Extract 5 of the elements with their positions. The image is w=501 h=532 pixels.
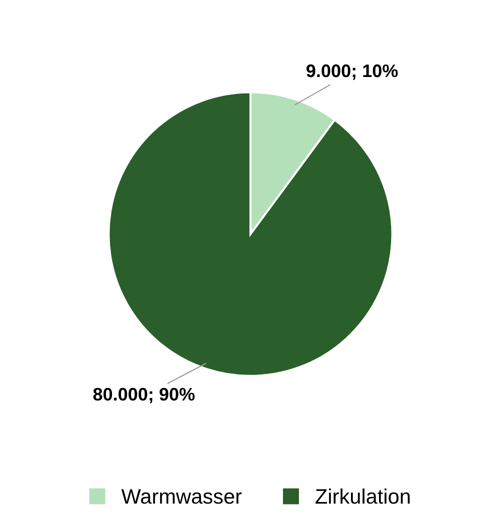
data-label: 9.000; 10% — [306, 64, 398, 80]
legend-label: Zirkulation — [316, 488, 410, 504]
legend-label: Warmwasser — [121, 489, 242, 504]
data-label: 80.000; 90% — [93, 388, 195, 404]
pie-slice — [108, 91, 394, 377]
